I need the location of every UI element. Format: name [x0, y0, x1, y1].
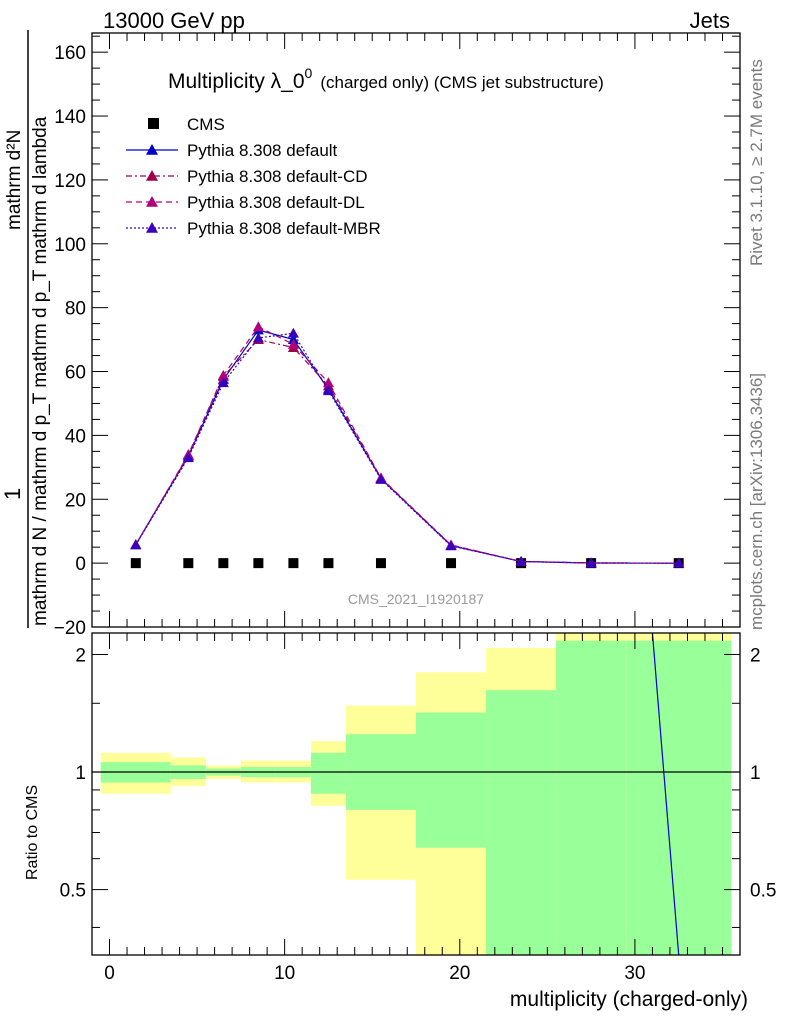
rivet-annotation: Rivet 3.1.10, ≥ 2.7M events [747, 59, 766, 266]
series-point-4 [217, 377, 229, 388]
analysis-watermark: CMS_2021_I1920187 [348, 591, 484, 607]
series-line-2 [135, 338, 679, 564]
header-left: 13000 GeV pp [103, 8, 245, 33]
series-point-3 [252, 321, 264, 332]
legend-marker [146, 144, 158, 155]
y-tick-label: 0 [75, 554, 86, 575]
ratio-axes: 0.5 0.51 12 20 10 20 30 [60, 633, 776, 984]
chart-title: Multiplicity λ_00 (charged only) (CMS jet… [168, 65, 604, 93]
y-tick-label: 40 [65, 426, 86, 447]
series-point-4 [375, 473, 387, 484]
cms-point [253, 558, 264, 569]
y-label-denominator: mathrm d N / mathrm d p_T mathrm d p_T m… [30, 116, 51, 626]
ratio-y-tick-label: 1 [75, 763, 86, 784]
series-line-4 [135, 332, 679, 564]
ratio-y-tick-label-right: 1 [750, 763, 761, 784]
y-label-numerator: 1 [0, 488, 25, 500]
legend-label: Pythia 8.308 default [187, 141, 338, 160]
series-point-3 [287, 338, 299, 349]
chart-title-rest: (charged only) (CMS jet substructure) [320, 73, 603, 92]
cms-point [375, 558, 386, 569]
mcplots-annotation: mcplots.cern.ch [arXiv:1306.3436] [747, 373, 766, 630]
legend-label: Pythia 8.308 default-CD [187, 167, 368, 186]
series-point-4 [585, 557, 597, 568]
cms-point [288, 558, 299, 569]
series-point-4 [515, 556, 527, 566]
chart-title-main: Multiplicity λ_0 [168, 70, 305, 93]
series-point-4 [673, 557, 685, 568]
series-point-4 [252, 332, 264, 343]
ratio-band-inner [556, 640, 627, 955]
series-point-3 [322, 377, 334, 388]
x-tick-label: 20 [449, 963, 470, 984]
main-frame [91, 32, 741, 628]
ratio-band-inner [626, 640, 732, 955]
series-line-3 [135, 326, 679, 564]
y-tick-label: 60 [65, 363, 86, 384]
main-marks [130, 321, 685, 569]
ratio-frame [91, 632, 741, 956]
ratio-bands [100, 633, 732, 955]
x-tick-label: 10 [274, 963, 295, 984]
legend-label: Pythia 8.308 default-MBR [187, 219, 381, 238]
legend-marker [146, 196, 158, 207]
series-line-1 [135, 329, 679, 564]
ratio-y-tick-label: 2 [75, 645, 86, 666]
cms-point [323, 558, 334, 569]
y-axis-label: mathrm d N / mathrm d p_T mathrm d p_T m… [0, 30, 51, 628]
ratio-y-tick-label-right: 0.5 [750, 881, 776, 902]
ratio-y-tick-label: 0.5 [60, 881, 86, 902]
x-tick-label: 0 [104, 963, 115, 984]
y-tick-label: 80 [65, 299, 86, 320]
ratio-y-label: Ratio to CMS [24, 785, 41, 880]
x-axis-label: multiplicity (charged-only) [510, 988, 748, 1011]
ratio-marks [92, 632, 740, 956]
series-point-4 [445, 540, 457, 551]
ratio-line-default [651, 632, 680, 956]
y-tick-label: 120 [54, 171, 86, 192]
legend-marker-cms [148, 118, 159, 129]
series-point-4 [182, 452, 194, 463]
series-point-4 [322, 385, 334, 396]
y-tick-label: 100 [54, 235, 86, 256]
y-tick-label: 160 [54, 43, 86, 64]
series-point-4 [287, 327, 299, 338]
y-tick-label: 140 [54, 107, 86, 128]
ratio-band-inner [486, 690, 557, 955]
legend-label: CMS [187, 115, 225, 134]
ratio-band-inner [416, 712, 487, 848]
cms-point [183, 558, 194, 569]
ratio-y-tick-label-right: 2 [750, 645, 761, 666]
cms-point [130, 558, 141, 569]
y-label-numerator-extra: mathrm d²N [4, 130, 25, 230]
y-tick-label: 20 [65, 490, 86, 511]
series-point-4 [130, 539, 142, 550]
ratio-band-inner [310, 752, 346, 794]
header-right: Jets [690, 8, 730, 33]
cms-point [446, 558, 457, 569]
chart-title-sup: 0 [305, 65, 313, 81]
series-point-3 [217, 369, 229, 380]
legend-label: Pythia 8.308 default-DL [187, 193, 365, 212]
main-axes: −20 0 20 40 60 80 100 120 140 160 [54, 33, 741, 639]
cms-point [218, 558, 229, 569]
x-tick-label: 30 [624, 963, 645, 984]
legend-marker [146, 170, 158, 181]
y-tick-label: −20 [54, 618, 86, 639]
legend: CMS Pythia 8.308 default Pythia 8.308 defa… [126, 115, 381, 238]
legend-marker [146, 222, 158, 233]
